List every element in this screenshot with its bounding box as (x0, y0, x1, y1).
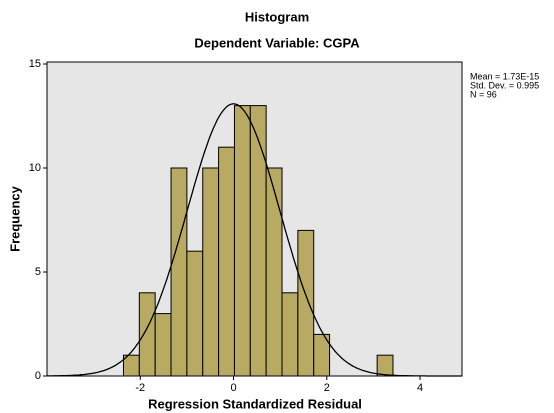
bar (186, 250, 204, 377)
y-tick-label: 0 (35, 370, 41, 382)
normal-curve (47, 103, 462, 377)
bar (313, 333, 331, 377)
bar (376, 354, 394, 377)
bar (218, 146, 235, 377)
bar (281, 292, 299, 377)
chart-title: Histogram (245, 9, 309, 24)
y-tick-label: 10 (29, 162, 41, 174)
bar (202, 167, 220, 377)
bar (249, 105, 267, 377)
y-axis-label: Frequency (7, 185, 22, 252)
x-tick-label: -2 (135, 382, 145, 394)
y-tick-label: 5 (35, 266, 41, 278)
stats-label: N = 96 (470, 89, 497, 99)
bar (265, 167, 283, 377)
bar (297, 229, 315, 377)
x-tick-label: 4 (417, 382, 423, 394)
bar (154, 313, 172, 377)
x-tick-label: 0 (230, 382, 236, 394)
stats-label: Std. Dev. = 0.995 (470, 80, 539, 90)
bar (233, 105, 251, 377)
bar (138, 292, 156, 377)
chart-subtitle: Dependent Variable: CGPA (194, 35, 360, 50)
stats-label: Mean = 1.73E-15 (470, 71, 539, 81)
x-axis-label: Regression Standardized Residual (148, 396, 362, 411)
y-tick-label: 15 (29, 58, 41, 70)
bar (170, 167, 188, 377)
x-tick-label: 2 (324, 382, 330, 394)
